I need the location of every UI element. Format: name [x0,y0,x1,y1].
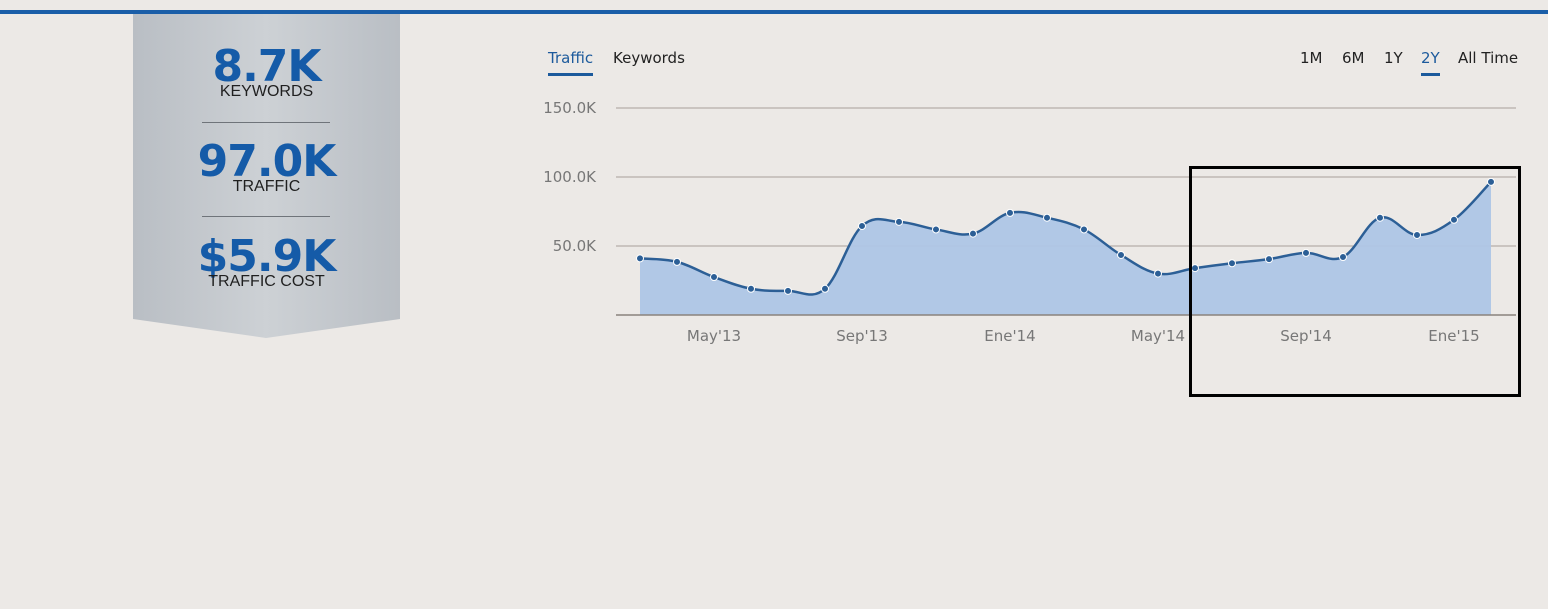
traffic-stat: 97.0K TRAFFIC [133,139,400,195]
ribbon-shape [133,14,400,338]
tab-keywords[interactable]: Keywords [613,49,685,67]
keywords-value: 8.7K [212,41,321,92]
data-point [858,221,866,230]
keywords-stat: 8.7K KEYWORDS [133,44,400,100]
range-6m[interactable]: 6M [1342,49,1365,67]
data-point [1117,250,1125,259]
x-tick-label: Sep'14 [1280,327,1331,345]
data-point [1413,230,1421,239]
x-tick-label: May'13 [687,327,741,345]
traffic-area [640,181,1491,315]
stat-divider [202,122,330,123]
highlight-box [1189,166,1521,397]
range-1m[interactable]: 1M [1300,49,1323,67]
x-tick-label: May'14 [1131,327,1185,345]
y-tick-label: 150.0K [543,99,597,117]
traffic-cost-label: TRAFFIC COST [208,273,325,290]
tab-traffic[interactable]: Traffic [548,49,594,76]
top-accent-bar [0,10,1548,14]
data-point [969,229,977,238]
x-tick-label: Ene'14 [984,327,1035,345]
data-point [1302,248,1310,257]
data-point [1043,213,1051,222]
range-2y[interactable]: 2Y [1421,49,1440,76]
x-tick-label: Ene'15 [1428,327,1479,345]
data-point [636,254,644,263]
data-point [710,273,718,282]
stat-divider [202,216,330,217]
traffic-label: TRAFFIC [232,178,301,195]
data-point [895,217,903,226]
keywords-label: KEYWORDS [219,83,314,100]
data-point [1487,177,1495,186]
data-point [1376,213,1384,222]
data-point [932,225,940,234]
traffic-cost-value: $5.9K [197,231,337,282]
data-point [673,257,681,266]
data-point [1080,225,1088,234]
data-point [1450,215,1458,224]
y-tick-label: 100.0K [543,168,597,186]
y-tick-label: 50.0K [553,237,597,255]
traffic-value: 97.0K [197,136,337,187]
data-point [747,284,755,293]
data-point [784,286,792,295]
data-point [821,284,829,293]
data-point [1006,208,1014,217]
range-1y[interactable]: 1Y [1384,49,1403,67]
x-tick-label: Sep'13 [836,327,887,345]
data-point [1265,255,1273,264]
data-point [1154,269,1162,278]
range-all-time[interactable]: All Time [1458,49,1519,67]
data-point [1339,253,1347,262]
stats-ribbon: 8.7K KEYWORDS 97.0K TRAFFIC $5.9K TRAFFI… [133,14,400,338]
data-point [1228,259,1236,268]
traffic-cost-stat: $5.9K TRAFFIC COST [133,234,400,290]
